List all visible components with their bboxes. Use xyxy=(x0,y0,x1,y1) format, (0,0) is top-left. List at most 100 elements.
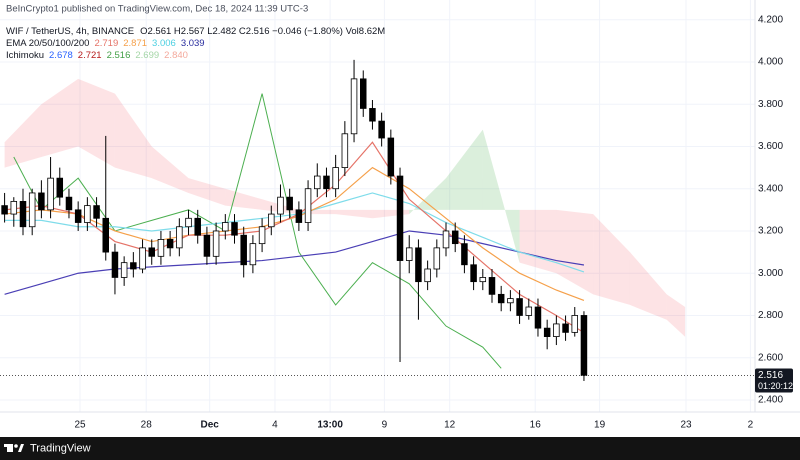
candle-body xyxy=(369,108,376,122)
ichimoku-cloud xyxy=(335,209,373,219)
candle-body xyxy=(378,120,385,139)
candle-body xyxy=(194,217,201,236)
candle-body xyxy=(497,293,505,304)
candle-body xyxy=(222,222,229,232)
footer-bar xyxy=(0,437,800,460)
x-tick-label: 25 xyxy=(74,420,86,431)
candle-body xyxy=(176,226,183,249)
countdown: 01:20:12 xyxy=(758,381,793,391)
ichimoku-cloud xyxy=(446,129,483,210)
candle-body xyxy=(28,192,36,228)
symbol-legend: WIF / TetherUS, 4h, BINANCE O2.561 H2.567… xyxy=(6,26,385,37)
candle-body xyxy=(185,217,192,228)
footer-logo xyxy=(4,444,24,452)
candle-body xyxy=(424,268,431,283)
indicator-value: 2.840 xyxy=(164,50,188,61)
candle-body xyxy=(580,315,588,376)
indicator-value: 3.006 xyxy=(152,38,176,49)
indicator-value: 2.721 xyxy=(78,50,102,61)
y-tick-label: 3.400 xyxy=(758,183,783,194)
y-tick-label: 2.400 xyxy=(758,395,783,406)
candle-body xyxy=(314,175,321,190)
indicator-value: 2.516 xyxy=(107,50,131,61)
x-tick-label: 23 xyxy=(680,420,692,431)
candle-body xyxy=(295,209,303,223)
y-tick-label: 3.200 xyxy=(758,226,783,237)
candle-body xyxy=(534,306,542,329)
ichimoku-cloud xyxy=(482,129,520,263)
ema-line xyxy=(4,230,585,295)
candle-body xyxy=(47,177,54,211)
x-tick-label: 13:00 xyxy=(317,420,343,431)
candle-body xyxy=(19,200,27,228)
indicator-value: 2.678 xyxy=(49,50,73,61)
candle-body xyxy=(166,239,174,249)
candle-body xyxy=(240,234,247,266)
candle-body xyxy=(405,247,413,261)
candle-body xyxy=(553,323,560,337)
y-tick-label: 3.800 xyxy=(758,99,783,110)
publisher: BeInCrypto1 published on TradingView.com… xyxy=(6,4,308,15)
candle-body xyxy=(102,217,110,253)
x-tick-label: 4 xyxy=(272,420,278,431)
candle-body xyxy=(350,78,358,135)
y-tick-label: 4.200 xyxy=(758,14,783,25)
ichimoku-cloud xyxy=(151,146,189,193)
ichimoku-cloud xyxy=(556,209,594,295)
indicator-name: EMA 20/50/100/200 xyxy=(6,38,89,49)
candle-body xyxy=(277,196,284,215)
candle-body xyxy=(84,205,91,223)
ichimoku-cloud xyxy=(629,252,667,320)
candle-body xyxy=(571,315,579,333)
candle-body xyxy=(286,196,293,211)
x-tick-label: 2 xyxy=(748,420,754,431)
ichimoku-cloud xyxy=(409,178,447,215)
x-tick-label: Dec xyxy=(200,420,219,431)
candle-body xyxy=(74,209,82,223)
candle-body xyxy=(516,298,523,316)
indicator-legend: EMA 20/50/100/200 2.719 2.871 3.006 3.039 xyxy=(6,38,205,49)
x-tick-label: 28 xyxy=(141,420,153,431)
candle-body xyxy=(442,230,450,249)
candle-body xyxy=(396,175,404,261)
candle-body xyxy=(56,177,64,198)
candle-body xyxy=(332,167,339,190)
last-price-tag xyxy=(755,368,793,393)
ichimoku-cloud xyxy=(225,188,263,210)
ichimoku-cloud xyxy=(188,178,226,206)
indicator-legend: Ichimoku 2.678 2.721 2.516 2.699 2.840 xyxy=(6,50,188,61)
candle-body xyxy=(543,327,551,337)
candle-body xyxy=(562,323,569,333)
y-tick-label: 3.000 xyxy=(758,268,783,279)
candle-body xyxy=(130,262,137,270)
candle-body xyxy=(507,298,514,304)
candle-body xyxy=(470,264,477,283)
y-tick-label: 2.800 xyxy=(758,310,783,321)
candle-body xyxy=(157,239,165,257)
candle-body xyxy=(203,234,211,257)
y-tick-label: 3.600 xyxy=(758,141,783,152)
footer-text: TradingView xyxy=(30,442,91,454)
candle-body xyxy=(323,175,330,190)
ichimoku-cloud xyxy=(519,209,557,274)
ichimoku-cloud xyxy=(4,104,42,168)
candle-body xyxy=(111,251,119,278)
candle-body xyxy=(341,133,349,168)
indicator-value: 2.871 xyxy=(123,38,147,49)
candle-body xyxy=(479,277,487,283)
ohlc: O2.561 H2.567 L2.482 C2.516 −0.046 (−1.8… xyxy=(140,26,385,37)
candle-body xyxy=(461,243,468,266)
candle-body xyxy=(359,78,367,109)
symbol: WIF / TetherUS, 4h, BINANCE xyxy=(6,26,134,37)
candle-body xyxy=(249,243,257,266)
ichimoku-cloud xyxy=(593,214,630,305)
lagging-span xyxy=(13,93,502,369)
candle-body xyxy=(148,247,155,257)
indicator-value: 3.039 xyxy=(181,38,205,49)
candle-body xyxy=(231,222,238,236)
candle-body xyxy=(415,247,422,283)
ichimoku-cloud xyxy=(41,78,79,158)
candle-body xyxy=(488,277,496,295)
candle-body xyxy=(93,205,100,219)
